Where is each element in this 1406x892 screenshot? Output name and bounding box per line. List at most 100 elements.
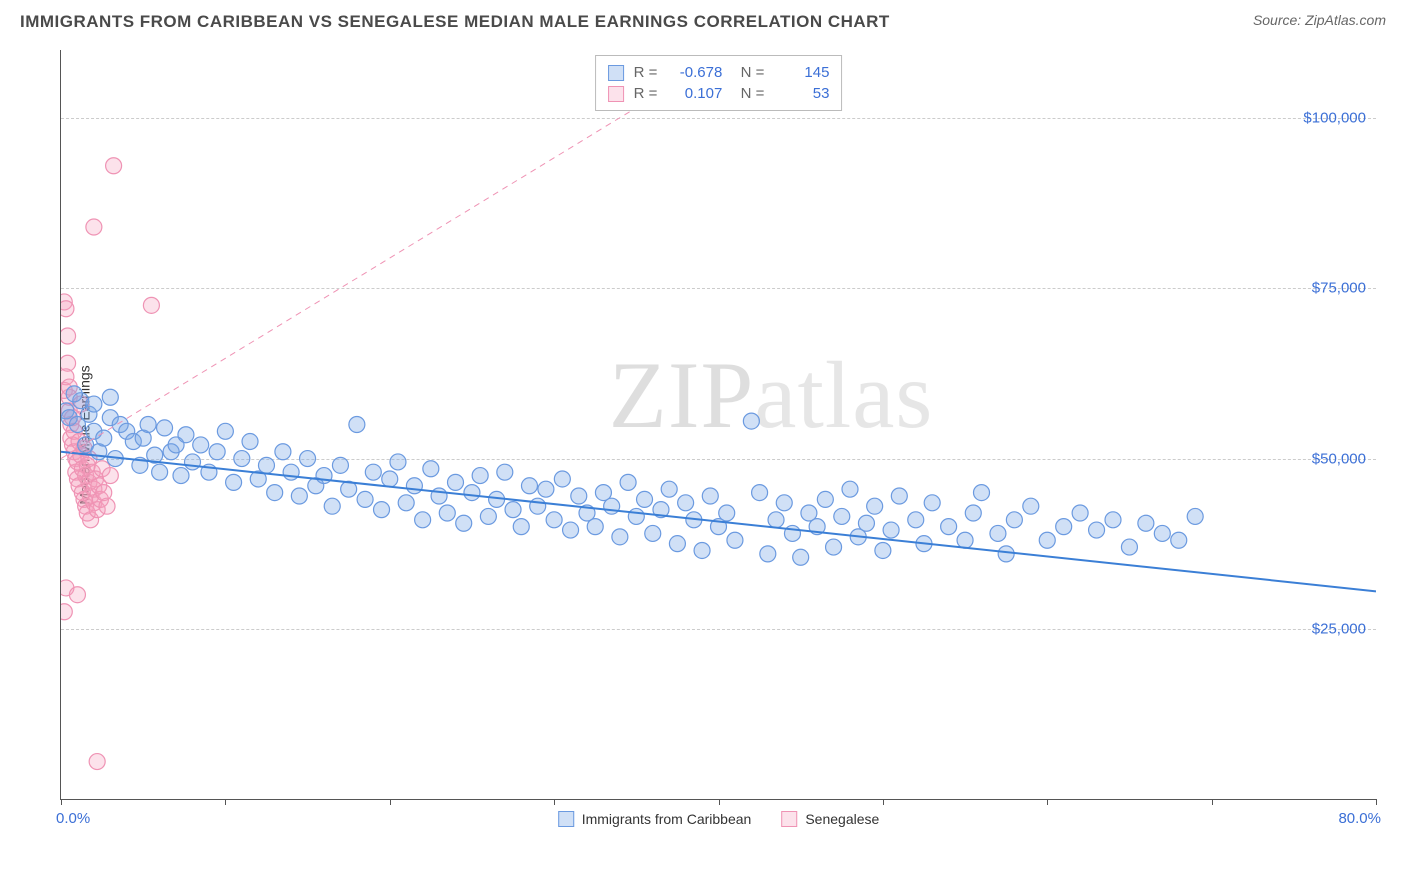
swatch-caribbean [608,65,624,81]
header-bar: IMMIGRANTS FROM CARIBBEAN VS SENEGALESE … [0,0,1406,40]
x-min-label: 0.0% [56,810,90,827]
data-point [1121,539,1137,555]
data-point [140,417,156,433]
data-point [694,542,710,558]
data-point [209,444,225,460]
data-svg-layer [61,50,1376,799]
data-point [1072,505,1088,521]
x-tick [1376,799,1377,805]
data-point [628,508,644,524]
data-point [390,454,406,470]
data-point [702,488,718,504]
data-point [217,423,233,439]
data-point [974,485,990,501]
data-point [143,297,159,313]
legend-label-caribbean: Immigrants from Caribbean [582,811,752,827]
r-value-caribbean: -0.678 [667,64,722,81]
x-tick [390,799,391,805]
data-point [406,478,422,494]
x-max-label: 80.0% [1338,810,1381,827]
x-tick [61,799,62,805]
n-label: N = [732,64,764,81]
data-point [637,491,653,507]
source-attribution: Source: ZipAtlas.com [1253,12,1386,28]
trend-line [61,98,653,459]
data-point [661,481,677,497]
data-point [826,539,842,555]
data-point [242,434,258,450]
data-point [538,481,554,497]
stats-legend: R = -0.678 N = 145 R = 0.107 N = 53 [595,55,843,111]
data-point [645,525,661,541]
data-point [226,474,242,490]
data-point [768,512,784,528]
data-point [743,413,759,429]
data-point [102,468,118,484]
swatch-senegalese [781,811,797,827]
legend-item-caribbean: Immigrants from Caribbean [558,811,752,827]
data-point [61,604,72,620]
data-point [86,219,102,235]
data-point [66,386,82,402]
trend-line [61,452,1376,592]
data-point [398,495,414,511]
data-point [275,444,291,460]
source-name: ZipAtlas.com [1305,12,1386,28]
data-point [357,491,373,507]
data-point [858,515,874,531]
data-point [571,488,587,504]
data-point [1023,498,1039,514]
data-point [291,488,307,504]
data-point [157,420,173,436]
data-point [678,495,694,511]
stats-row-senegalese: R = 0.107 N = 53 [608,83,830,104]
data-point [89,754,105,770]
data-point [439,505,455,521]
data-point [867,498,883,514]
data-point [875,542,891,558]
data-point [604,498,620,514]
data-point [99,498,115,514]
r-label: R = [634,64,658,81]
data-point [472,468,488,484]
x-tick [719,799,720,805]
chart-title: IMMIGRANTS FROM CARIBBEAN VS SENEGALESE … [20,12,890,32]
data-point [990,525,1006,541]
data-point [957,532,973,548]
stats-row-caribbean: R = -0.678 N = 145 [608,62,830,83]
plot-region: ZIPatlas R = -0.678 N = 145 R = 0.107 N … [60,50,1376,800]
data-point [374,502,390,518]
legend-label-senegalese: Senegalese [805,811,879,827]
x-tick [1212,799,1213,805]
data-point [908,512,924,528]
data-point [620,474,636,490]
data-point [554,471,570,487]
data-point [760,546,776,562]
data-point [793,549,809,565]
data-point [300,451,316,467]
x-tick [1047,799,1048,805]
data-point [267,485,283,501]
data-point [998,546,1014,562]
data-point [924,495,940,511]
data-point [497,464,513,480]
data-point [448,474,464,490]
chart-area: Median Male Earnings ZIPatlas R = -0.678… [50,40,1386,830]
data-point [234,451,250,467]
data-point [521,478,537,494]
data-point [834,508,850,524]
data-point [106,158,122,174]
x-tick [225,799,226,805]
data-point [423,461,439,477]
data-point [1171,532,1187,548]
data-point [965,505,981,521]
swatch-caribbean [558,811,574,827]
data-point [513,519,529,535]
data-point [1039,532,1055,548]
data-point [727,532,743,548]
x-tick [554,799,555,805]
r-label: R = [634,85,658,102]
data-point [332,457,348,473]
data-point [415,512,431,528]
data-point [563,522,579,538]
